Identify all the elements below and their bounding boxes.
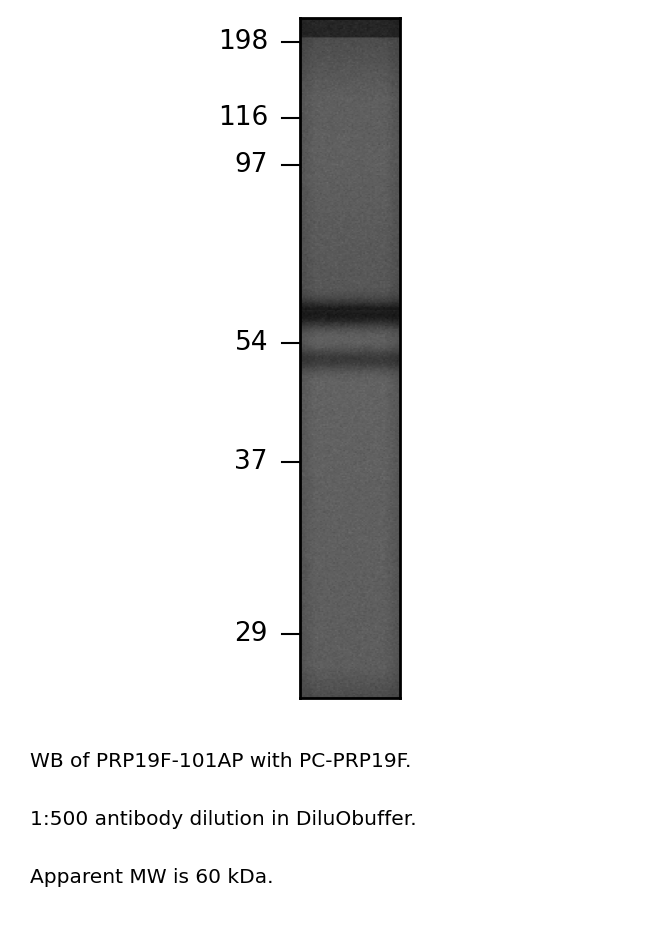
Text: 1:500 antibody dilution in DiluObuffer.: 1:500 antibody dilution in DiluObuffer.	[30, 810, 417, 829]
Text: 116: 116	[218, 105, 268, 131]
Text: WB of PRP19F-101AP with PC-PRP19F.: WB of PRP19F-101AP with PC-PRP19F.	[30, 752, 411, 771]
Text: 29: 29	[235, 621, 268, 647]
Text: 37: 37	[235, 449, 268, 475]
Text: 198: 198	[218, 29, 268, 55]
Text: 54: 54	[235, 330, 268, 356]
Text: Apparent MW is 60 kDa.: Apparent MW is 60 kDa.	[30, 868, 274, 887]
Text: 97: 97	[235, 152, 268, 178]
